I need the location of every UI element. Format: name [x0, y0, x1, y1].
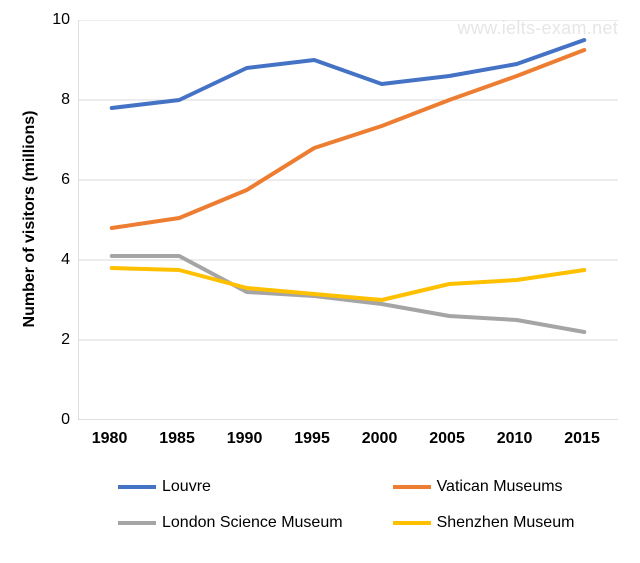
x-tick-label: 1980 [92, 430, 128, 448]
line-chart: www.ielts-exam.net Number of visitors (m… [0, 0, 640, 563]
legend-swatch [393, 485, 431, 489]
legend: Louvre Vatican Museums London Science Muse… [118, 478, 617, 532]
x-tick-label: 1990 [227, 430, 263, 448]
x-tick-label: 2005 [429, 430, 465, 448]
y-tick-label: 8 [61, 91, 70, 109]
plot-area [78, 20, 618, 420]
x-tick-label: 1995 [294, 430, 330, 448]
legend-swatch [118, 521, 156, 525]
x-tick-label: 2010 [497, 430, 533, 448]
x-tick-label: 2015 [564, 430, 600, 448]
y-axis-label: Number of visitors (millions) [21, 79, 39, 359]
x-tick-label: 1985 [159, 430, 195, 448]
legend-label: Louvre [162, 478, 211, 496]
legend-item: Vatican Museums [393, 478, 618, 496]
series-line [112, 268, 585, 300]
legend-swatch [393, 521, 431, 525]
y-tick-label: 0 [61, 411, 70, 429]
legend-item: Shenzhen Museum [393, 514, 618, 532]
series-line [112, 256, 585, 332]
legend-label: Shenzhen Museum [437, 514, 575, 532]
y-tick-label: 2 [61, 331, 70, 349]
y-tick-label: 4 [61, 251, 70, 269]
x-tick-label: 2000 [362, 430, 398, 448]
legend-item: London Science Museum [118, 514, 343, 532]
series-line [112, 50, 585, 228]
legend-label: Vatican Museums [437, 478, 563, 496]
legend-item: Louvre [118, 478, 343, 496]
legend-swatch [118, 485, 156, 489]
series-line [112, 40, 585, 108]
y-tick-label: 10 [52, 11, 70, 29]
y-tick-label: 6 [61, 171, 70, 189]
legend-label: London Science Museum [162, 514, 343, 532]
